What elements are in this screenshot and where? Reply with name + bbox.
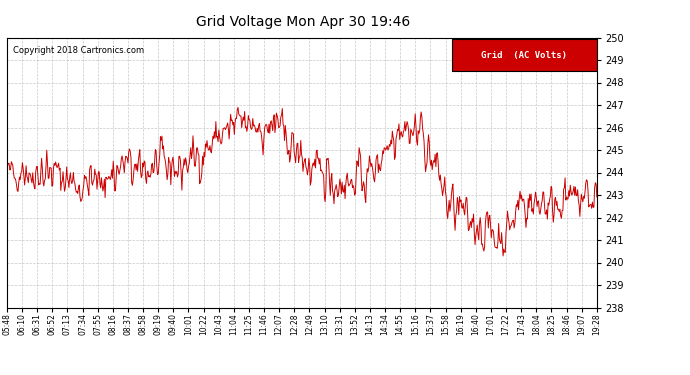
Text: Grid  (AC Volts): Grid (AC Volts) (482, 51, 567, 60)
Text: Grid Voltage Mon Apr 30 19:46: Grid Voltage Mon Apr 30 19:46 (197, 15, 411, 29)
Text: Copyright 2018 Cartronics.com: Copyright 2018 Cartronics.com (13, 46, 144, 55)
FancyBboxPatch shape (453, 39, 597, 71)
